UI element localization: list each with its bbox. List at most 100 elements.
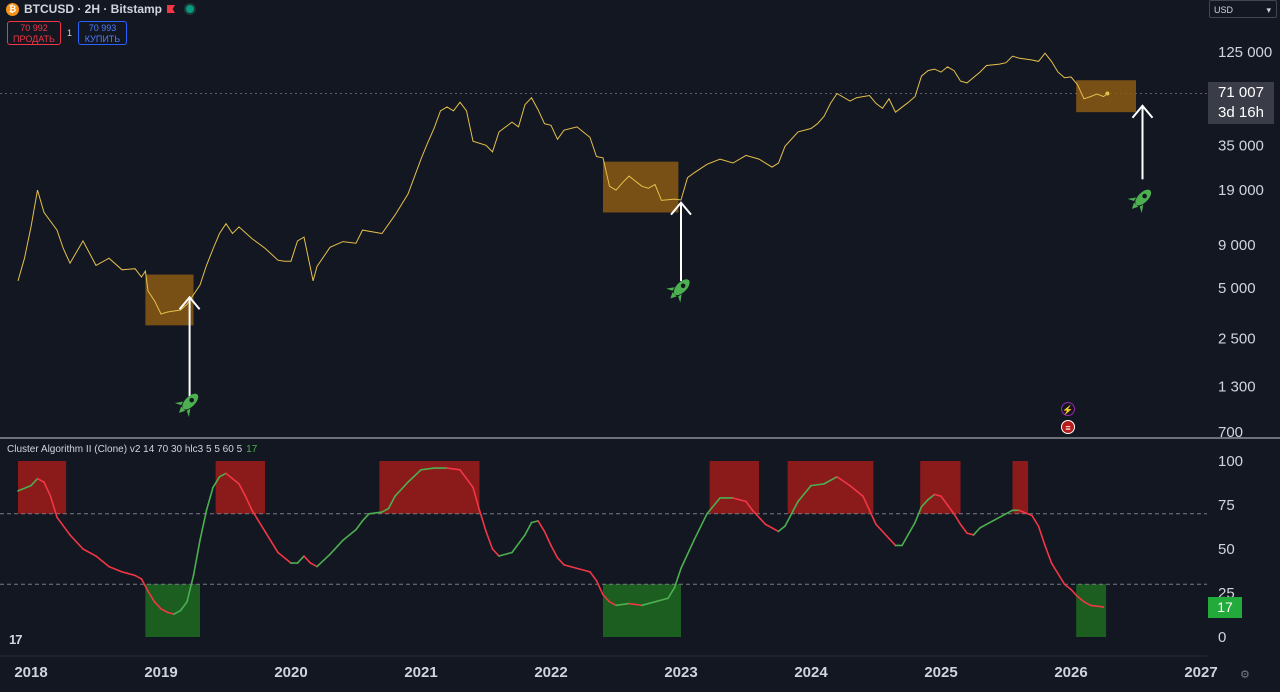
time-axis-label: 2021 (404, 664, 437, 681)
oscillator-segment (179, 600, 188, 612)
lightning-icon[interactable]: ⚡ (1061, 402, 1075, 416)
oscillator-segment (563, 564, 578, 570)
oscillator-segment (673, 567, 682, 589)
indicator-value-tag: 17 (1208, 597, 1242, 618)
oscillator-segment (641, 600, 656, 607)
flag-icon[interactable] (167, 5, 176, 13)
oscillator-segment (745, 500, 754, 512)
oscillator-segment (472, 486, 481, 512)
sell-button[interactable]: 70 992 ПРОДАТЬ (7, 21, 61, 45)
oscillator-segment (966, 532, 975, 536)
oscillator-segment (862, 495, 871, 512)
overbought-zone (379, 461, 480, 514)
time-axis-label: 2024 (794, 664, 828, 681)
oscillator-segment (1037, 525, 1046, 547)
gear-icon[interactable]: ⚙ (1240, 669, 1250, 681)
oscillator-segment (30, 477, 39, 487)
oscillator-segment (732, 497, 747, 503)
oscillator-segment (244, 495, 253, 512)
oscillator-segment (1005, 509, 1014, 515)
tradingview-logo[interactable]: 17 (9, 632, 23, 647)
oscillator-segment (1044, 544, 1053, 564)
oscillator-segment (615, 602, 630, 607)
symbol-label[interactable]: BTCUSD · 2H · Bitstamp (24, 2, 163, 16)
sell-label: ПРОДАТЬ (13, 34, 55, 44)
oscillator-segment (205, 486, 214, 512)
oscillator-segment (491, 548, 500, 557)
indicator-name: Cluster Algorithm II (Clone) v2 14 70 30… (7, 444, 243, 455)
oscillator-segment (751, 509, 767, 526)
oscillator-segment (836, 476, 851, 487)
oscillator-segment (914, 505, 923, 524)
price-axis-label: 5 000 (1218, 280, 1256, 297)
oscillator-segment (543, 530, 552, 547)
oscillator-segment (1018, 509, 1033, 517)
bitcoin-icon: ₿ (6, 2, 19, 16)
oscillator-segment (550, 544, 559, 559)
oscillator-segment (511, 534, 526, 554)
price-axis-label: 2 500 (1218, 331, 1256, 348)
oscillator-segment (251, 509, 266, 533)
oscillator-segment (940, 495, 949, 506)
oscillator-segment (1083, 600, 1092, 607)
oscillator-segment (680, 539, 695, 570)
oscillator-segment (82, 548, 97, 557)
quantity-value[interactable]: 1 (67, 28, 73, 38)
oscillator-segment (589, 571, 598, 582)
oscillator-segment (1063, 583, 1072, 591)
time-axis-label: 2026 (1054, 664, 1087, 681)
oscillator-segment (420, 467, 435, 471)
oscillator-segment (875, 523, 890, 540)
time-axis-label: 2018 (14, 664, 47, 681)
oscillator-segment (764, 523, 780, 533)
indicator-title[interactable]: Cluster Algorithm II (Clone) v2 14 70 30… (7, 444, 257, 455)
oscillator-segment (309, 562, 318, 568)
bar-countdown: 3d 16h (1218, 104, 1264, 121)
last-price-dot (1105, 91, 1110, 96)
us-flag-icon[interactable]: ≡ (1061, 420, 1075, 434)
oscillator-segment (693, 512, 708, 542)
oscillator-segment (459, 468, 474, 489)
oversold-zone (145, 584, 200, 637)
symbol-header[interactable]: ₿ BTCUSD · 2H · Bitstamp (6, 2, 195, 16)
oscillator-segment (329, 539, 344, 556)
price-axis-label: 700 (1218, 424, 1243, 441)
oscillator-segment (303, 555, 312, 564)
oscillator-segment (264, 530, 279, 554)
accumulation-zone (1076, 80, 1136, 113)
oscillator-segment (537, 520, 546, 533)
oscillator-segment (953, 512, 962, 526)
oscillator-segment (296, 555, 305, 564)
oscillator-axis-label: 100 (1218, 453, 1243, 470)
oscillator-segment (192, 539, 201, 577)
oscillator-segment (628, 602, 643, 607)
indicator-current-value: 17 (246, 444, 258, 455)
oscillator-segment (69, 534, 84, 550)
price-axis-label: 125 000 (1218, 44, 1272, 61)
last-price-tag: 71 007 3d 16h (1208, 82, 1274, 124)
buy-price: 70 993 (88, 23, 117, 33)
oscillator-segment (602, 593, 611, 603)
rocket-icon (666, 279, 690, 303)
oscillator-segment (595, 579, 604, 596)
oscillator-segment (1089, 604, 1105, 608)
btc-price-line (17, 52, 1108, 315)
up-arrow-head (1131, 104, 1154, 119)
currency-select[interactable]: USD (1209, 0, 1277, 19)
oversold-zone (603, 584, 681, 637)
oscillator-segment (387, 495, 396, 510)
oscillator-segment (36, 477, 45, 483)
oscillator-segment (238, 483, 247, 498)
oscillator-segment (361, 512, 370, 522)
time-axis-label: 2022 (534, 664, 567, 681)
accumulation-zone (603, 161, 679, 213)
oscillator-segment (888, 537, 897, 547)
buy-button[interactable]: 70 993 КУПИТЬ (78, 21, 127, 45)
oscillator-segment (212, 476, 221, 489)
time-axis-label: 2025 (924, 664, 957, 681)
oscillator-segment (992, 512, 1007, 522)
oscillator-segment (277, 551, 292, 564)
oscillator-segment (231, 477, 240, 485)
oscillator-segment (927, 493, 936, 501)
